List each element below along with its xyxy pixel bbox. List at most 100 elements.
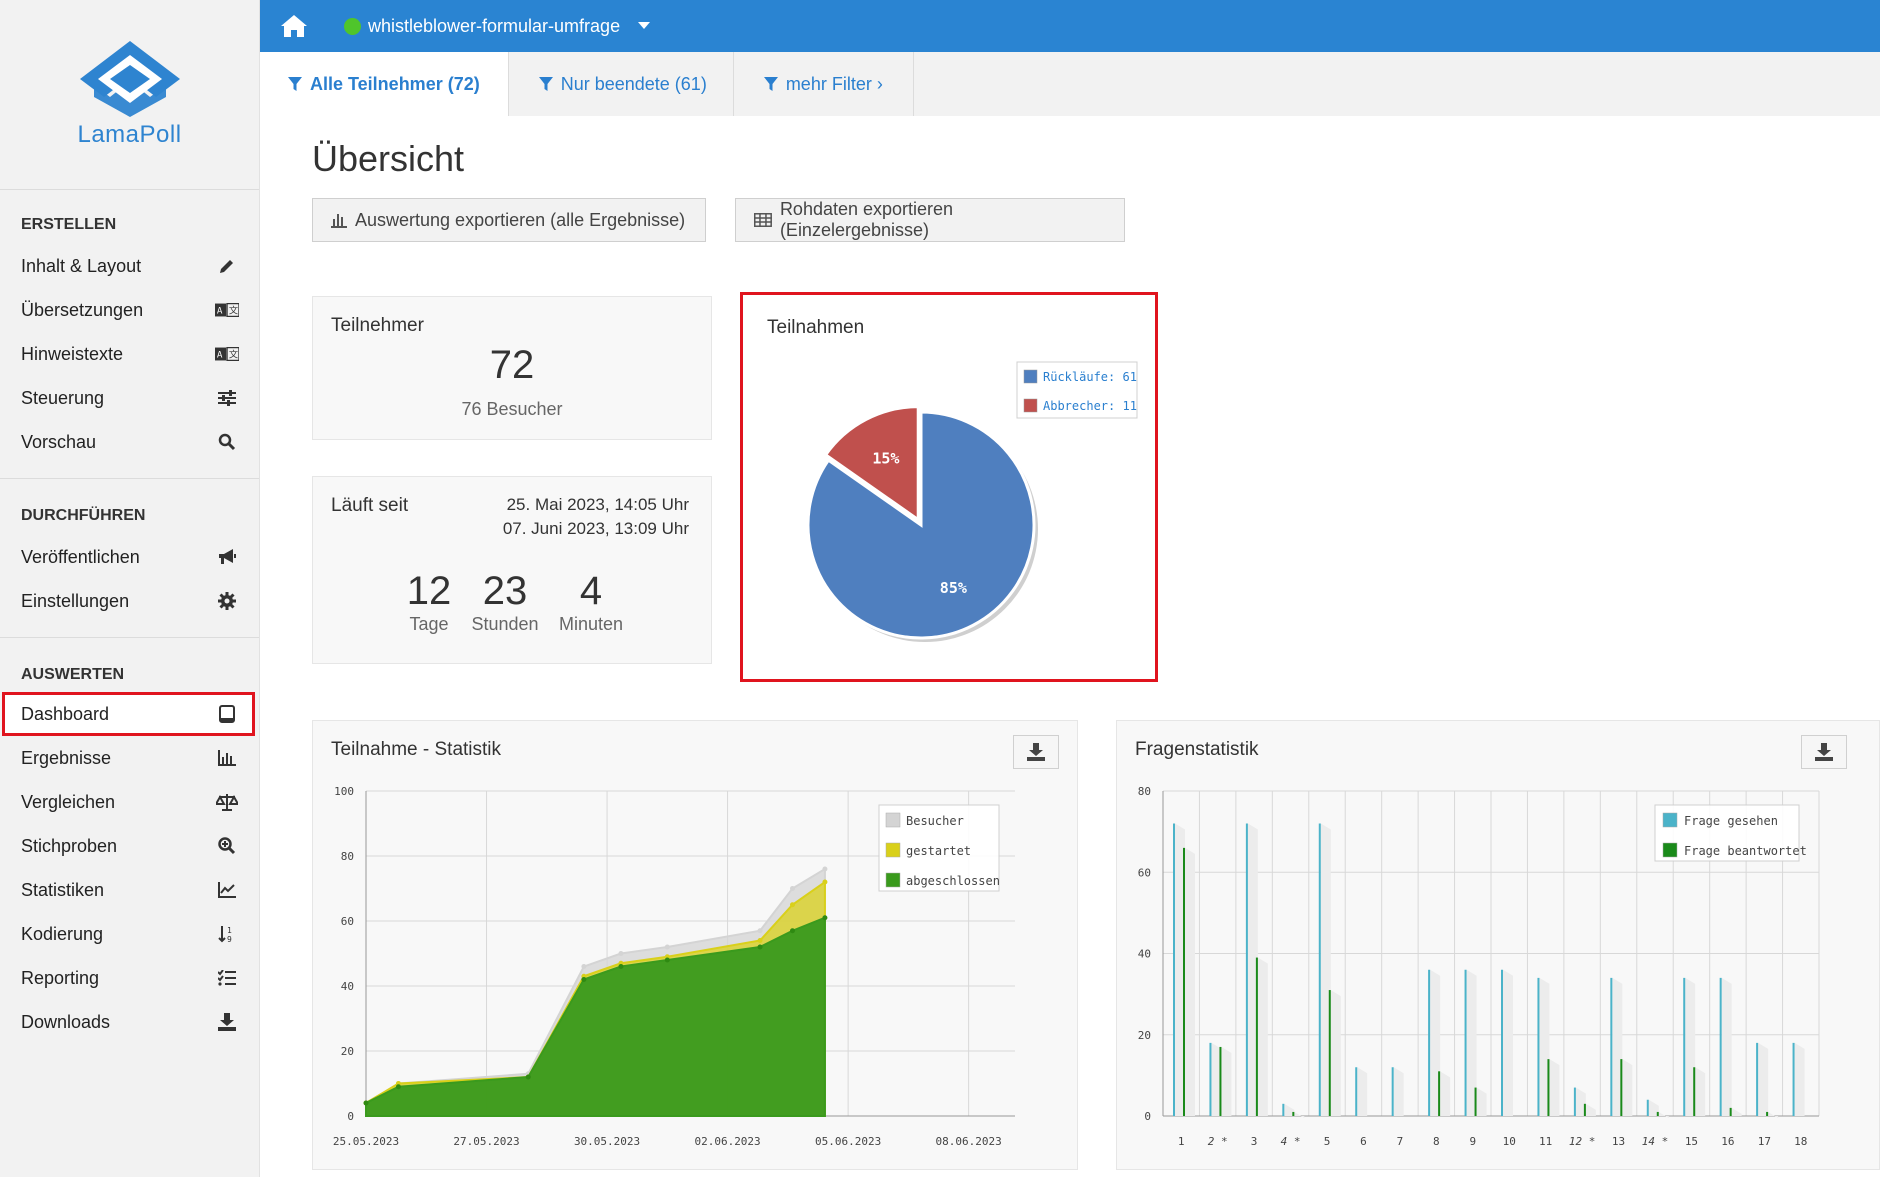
bar xyxy=(1391,1067,1394,1116)
legend-swatch xyxy=(885,842,901,858)
survey-selector[interactable]: whistleblower-formular-umfrage xyxy=(344,16,651,37)
legend-label: Rückläufe: 61 xyxy=(1043,370,1137,384)
legend-swatch xyxy=(1023,369,1038,384)
legend-label: Besucher xyxy=(906,814,964,828)
svg-text:文: 文 xyxy=(229,349,238,361)
days-block: 12 Tage xyxy=(401,569,457,635)
x-tick-label: 16 xyxy=(1721,1135,1734,1148)
bar-shadow xyxy=(1794,1042,1805,1116)
days-label: Tage xyxy=(409,614,449,634)
hours-value: 23 xyxy=(482,569,528,613)
tab-all-participants[interactable]: Alle Teilnehmer (72) xyxy=(260,52,509,116)
bar xyxy=(1547,1059,1550,1116)
data-point xyxy=(618,951,624,956)
megaphone-icon xyxy=(215,547,239,567)
sidebar-item-ergebnisse[interactable]: Ergebnisse xyxy=(0,736,259,780)
sidebar-item-uebersetzungen[interactable]: Übersetzungen A 文 xyxy=(0,288,259,332)
svg-text:文: 文 xyxy=(229,305,238,317)
y-tick-label: 0 xyxy=(1144,1110,1151,1123)
download-icon xyxy=(215,1012,239,1032)
sidebar-item-reporting[interactable]: Reporting xyxy=(0,956,259,1000)
gear-icon xyxy=(215,591,239,611)
sidebar-item-stichproben[interactable]: Stichproben xyxy=(0,824,259,868)
data-point xyxy=(581,964,587,969)
area-legend: Besucher gestartet abgeschlossen xyxy=(878,804,1000,892)
home-button[interactable] xyxy=(260,0,328,52)
bar xyxy=(1173,823,1175,1116)
bar-shadow xyxy=(1503,969,1513,1116)
download-chart-button[interactable] xyxy=(1801,735,1847,769)
x-tick-label: 5 xyxy=(1324,1135,1331,1148)
visitors-count: 76 Besucher xyxy=(461,399,563,419)
hours-block: 23 Stunden xyxy=(465,569,545,635)
sidebar-item-vergleichen[interactable]: Vergleichen xyxy=(0,780,259,824)
bar-shadow xyxy=(1695,1067,1706,1116)
x-tick-label: 18 xyxy=(1794,1135,1807,1148)
bar xyxy=(1537,977,1540,1116)
sidebar-item-veroeffentlichen[interactable]: Veröffentlichen xyxy=(0,535,259,579)
bar-shadow xyxy=(1257,957,1268,1116)
y-tick-label: 0 xyxy=(347,1110,354,1123)
export-raw-button[interactable]: Rohdaten exportieren (Einzelergebnisse) xyxy=(735,198,1125,242)
download-chart-button[interactable] xyxy=(1013,735,1059,769)
bar xyxy=(1428,969,1431,1116)
bar-shadow xyxy=(1247,823,1258,1116)
caret-down-icon xyxy=(638,22,651,29)
days-value: 12 xyxy=(406,569,452,613)
sidebar-item-label: Stichproben xyxy=(21,835,118,856)
bar xyxy=(1318,823,1321,1116)
start-date: 25. Mai 2023, 14:05 Uhr xyxy=(506,495,689,514)
x-tick-label: 2 * xyxy=(1208,1135,1228,1148)
export-results-button[interactable]: Auswertung exportieren (alle Ergebnisse) xyxy=(312,198,706,242)
data-point xyxy=(757,928,763,934)
pie-chart: 85% 15% Rückläufe: 61 Abbrecher: 11 xyxy=(806,361,1138,642)
sidebar-item-inhalt-layout[interactable]: Inhalt & Layout xyxy=(0,244,259,288)
legend-box xyxy=(1654,804,1800,862)
bar-shadow xyxy=(1294,1111,1305,1118)
sidebar-item-statistiken[interactable]: Statistiken xyxy=(0,868,259,912)
svg-text:9: 9 xyxy=(227,935,232,943)
end-date: 07. Juni 2023, 13:09 Uhr xyxy=(502,519,689,538)
tab-finished-only[interactable]: Nur beendete (61) xyxy=(509,52,734,116)
data-point xyxy=(822,866,828,872)
legend-label: gestartet xyxy=(906,844,971,858)
svg-text:A: A xyxy=(217,350,223,361)
bar xyxy=(1573,1087,1576,1116)
participation-stats-card: Teilnahme - Statistik 0 20 40 60 80 100 25.05.… xyxy=(312,720,1078,1170)
bar-legend: Frage gesehen Frage beantwortet xyxy=(1654,804,1807,862)
data-point xyxy=(395,1084,401,1090)
sidebar-item-steuerung[interactable]: Steuerung xyxy=(0,376,259,420)
sidebar-item-hinweistexte[interactable]: Hinweistexte A 文 xyxy=(0,332,259,376)
sidebar-item-einstellungen[interactable]: Einstellungen xyxy=(0,579,259,623)
data-point xyxy=(525,1074,531,1080)
minutes-label: Minuten xyxy=(558,614,624,634)
x-tick-label: 12 * xyxy=(1569,1135,1596,1148)
tab-more-filters[interactable]: mehr Filter › xyxy=(734,52,914,116)
brand-logo[interactable]: LamaPoll xyxy=(0,0,259,190)
search-icon xyxy=(215,432,239,452)
x-tick-label: 08.06.2023 xyxy=(936,1135,1002,1148)
tab-label: mehr Filter › xyxy=(785,73,883,94)
sidebar-item-vorschau[interactable]: Vorschau xyxy=(0,420,259,464)
bar xyxy=(1656,1111,1659,1116)
sidebar-item-kodierung[interactable]: Kodierung 1 9 xyxy=(0,912,259,956)
sidebar-item-dashboard[interactable]: Dashboard xyxy=(2,692,255,736)
data-point xyxy=(822,915,828,921)
data-point xyxy=(822,879,828,885)
sidebar-item-downloads[interactable]: Downloads xyxy=(0,1000,259,1044)
pie-legend: Rückläufe: 61 Abbrecher: 11 xyxy=(1016,361,1138,419)
legend-swatch xyxy=(885,812,901,828)
bar xyxy=(1583,1103,1586,1116)
tab-label: Nur beendete (61) xyxy=(560,73,707,94)
card-title: Teilnehmer xyxy=(331,315,424,336)
line-chart-icon xyxy=(215,880,239,900)
download-icon xyxy=(1815,743,1833,761)
x-tick-label: 1 xyxy=(1178,1135,1185,1148)
bar-shadow xyxy=(1175,823,1185,1116)
bar-shadow xyxy=(1466,969,1477,1116)
data-point xyxy=(581,977,587,982)
x-tick-label: 27.05.2023 xyxy=(453,1135,519,1148)
